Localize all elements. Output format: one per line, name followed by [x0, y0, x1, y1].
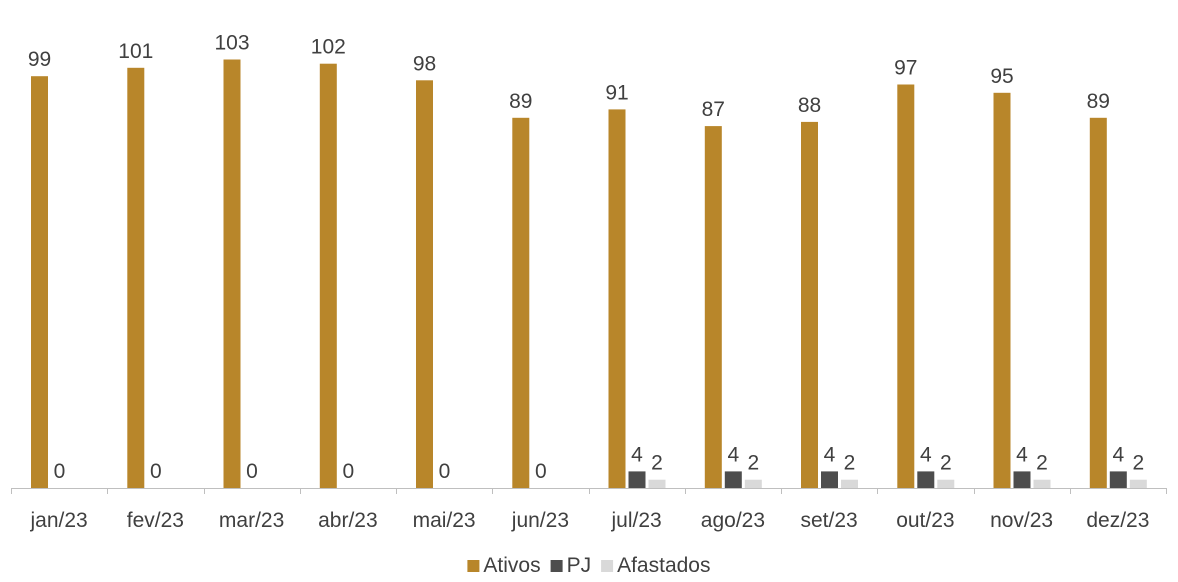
bar-ativos [897, 84, 915, 488]
data-label-pj: 0 [535, 460, 547, 483]
bars-layer [31, 59, 1147, 489]
data-label-pj: 4 [727, 443, 739, 466]
bar-ativos [223, 59, 241, 488]
legend-item-afastados: Afastados [601, 554, 711, 577]
data-label-afastados: 2 [651, 452, 663, 475]
x-tick-label: out/23 [896, 509, 954, 532]
data-label-ativos: 102 [311, 36, 346, 59]
bar-ativos [31, 76, 48, 488]
legend-swatch-ativos [467, 560, 480, 572]
bar-afastados [1033, 479, 1051, 488]
bar-pj [1109, 471, 1127, 488]
data-label-ativos: 97 [894, 57, 917, 80]
x-axis-tick-labels: jan/23 fev/23 mar/23 abr/23 mai/23 jun/23 jul/… [29, 509, 1149, 532]
data-label-ativos: 103 [214, 32, 249, 55]
bar-ativos [319, 63, 337, 488]
data-label-ativos: 91 [605, 81, 628, 104]
bar-ativos [704, 126, 722, 488]
x-tick-label: mai/23 [413, 509, 476, 532]
bar-ativos [801, 121, 818, 489]
x-tick-label: fev/23 [127, 509, 184, 532]
bar-pj [917, 471, 935, 488]
legend: Ativos PJ Afastados [467, 554, 711, 577]
legend-swatch-pj [550, 560, 563, 572]
bar-ativos [512, 117, 530, 489]
bar-afastados [744, 479, 762, 488]
legend-swatch-afastados [601, 560, 614, 572]
bar-afastados [841, 479, 858, 488]
data-label-ativos: 88 [798, 94, 821, 117]
legend-label-afastados: Afastados [617, 554, 710, 577]
data-label-pj: 0 [246, 460, 258, 483]
bar-afastados [648, 479, 666, 488]
data-label-afastados: 2 [747, 452, 759, 475]
x-tick-label: jul/23 [610, 509, 661, 532]
x-tick-label: abr/23 [318, 509, 378, 532]
bar-pj [1013, 471, 1031, 488]
x-tick-label: set/23 [800, 509, 857, 532]
x-tick-label: mar/23 [219, 509, 284, 532]
x-tick-label: dez/23 [1086, 509, 1149, 532]
bar-afastados [1129, 479, 1147, 488]
bar-afastados [937, 479, 955, 488]
data-label-afastados: 2 [844, 452, 856, 475]
x-tick-label: jun/23 [511, 509, 569, 532]
bar-ativos [416, 80, 433, 489]
bar-ativos [993, 92, 1011, 489]
bar-pj [821, 471, 838, 488]
data-label-pj: 4 [1016, 443, 1028, 466]
bar-pj [628, 471, 646, 488]
bar-ativos [127, 67, 145, 489]
x-tick-label: nov/23 [990, 509, 1053, 532]
x-axis-ticks [11, 488, 1167, 494]
data-label-ativos: 95 [990, 65, 1013, 88]
bar-ativos [608, 109, 626, 489]
data-label-pj: 0 [54, 460, 66, 483]
data-label-afastados: 2 [940, 452, 952, 475]
data-label-ativos: 99 [28, 48, 51, 71]
bar-ativos [1089, 117, 1107, 489]
data-label-ativos: 87 [702, 98, 725, 121]
legend-item-pj: PJ [550, 554, 592, 577]
legend-item-ativos: Ativos [467, 554, 541, 577]
data-label-pj: 0 [150, 460, 162, 483]
x-tick-label: ago/23 [701, 509, 765, 532]
data-label-pj: 4 [1112, 443, 1124, 466]
data-label-pj: 0 [342, 460, 354, 483]
data-label-pj: 0 [439, 460, 451, 483]
legend-label-ativos: Ativos [483, 554, 540, 577]
data-label-afastados: 2 [1132, 452, 1144, 475]
data-label-ativos: 89 [1087, 90, 1110, 113]
data-label-afastados: 2 [1036, 452, 1048, 475]
data-label-pj: 4 [631, 443, 643, 466]
data-label-pj: 4 [824, 443, 836, 466]
data-label-pj: 4 [920, 443, 932, 466]
x-tick-label: jan/23 [29, 509, 87, 532]
data-label-ativos: 98 [413, 52, 436, 75]
legend-label-pj: PJ [567, 554, 592, 577]
bar-pj [724, 471, 742, 488]
data-label-ativos: 101 [118, 40, 153, 63]
data-label-ativos: 89 [509, 90, 532, 113]
